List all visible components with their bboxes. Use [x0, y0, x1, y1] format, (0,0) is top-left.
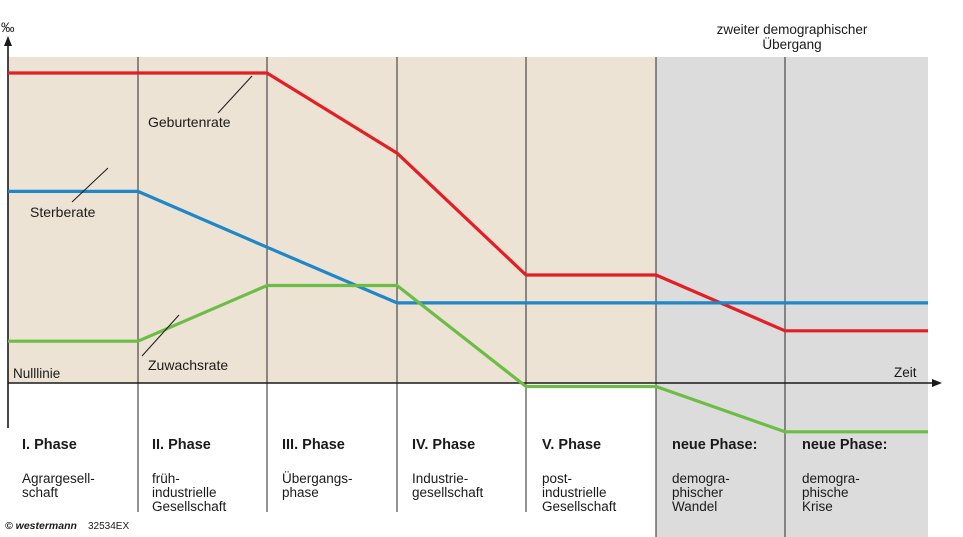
- growth-rate-curve: [8, 283, 928, 434]
- phases-background: [8, 57, 656, 383]
- phase-desc: früh-: [152, 471, 180, 486]
- growth-rate-label: Zuwachsrate: [148, 357, 228, 373]
- y-axis-arrow: [4, 36, 12, 46]
- axes: [4, 36, 942, 428]
- phase-title: III. Phase: [282, 437, 345, 453]
- phase-desc: phase: [282, 485, 319, 500]
- label-leaders: [71, 75, 253, 357]
- phase-desc: post-: [542, 471, 572, 486]
- phase-desc: Übergangs-: [282, 471, 353, 486]
- y-axis-unit-label: ‰: [1, 20, 15, 35]
- phase-desc: phischer: [672, 485, 724, 500]
- phase-title: neue Phase:: [802, 437, 887, 453]
- phase-desc: demogra-: [802, 471, 860, 486]
- phase-title: II. Phase: [152, 437, 211, 453]
- death-rate-curve: [8, 189, 928, 305]
- phase-desc: Gesellschaft: [152, 499, 227, 514]
- phase-title: IV. Phase: [412, 437, 475, 453]
- growth-label-leader: [141, 314, 180, 357]
- phase-desc: Agrargesell-: [22, 471, 95, 486]
- phase-desc: phische: [802, 485, 849, 500]
- phase-title: V. Phase: [542, 437, 601, 453]
- copyright-code: 32534EX: [88, 521, 129, 532]
- zero-line-label: Nulllinie: [13, 366, 60, 381]
- birth-label-leader: [217, 75, 253, 114]
- phase-desc: schaft: [22, 485, 58, 500]
- new-phases-background: [656, 57, 928, 537]
- second-transition-label-line2: Übergang: [762, 37, 821, 52]
- phase-desc: demogra-: [672, 471, 730, 486]
- phase-desc: Krise: [802, 499, 833, 514]
- death-rate-label: Sterberate: [30, 204, 96, 220]
- death-label-leader: [71, 167, 109, 203]
- phase-desc: industrielle: [542, 485, 607, 500]
- phase-title: neue Phase:: [672, 437, 757, 453]
- phase-desc: Wandel: [672, 499, 717, 514]
- phase-desc: industrielle: [152, 485, 217, 500]
- phase-desc: Industrie-: [412, 471, 468, 486]
- phase-labels: I. Phase Agrargesell- schaft II. Phase f…: [22, 437, 887, 514]
- copyright-brand: © westermann: [5, 520, 77, 532]
- x-axis-label: Zeit: [894, 365, 917, 380]
- rate-curves: [8, 71, 928, 434]
- x-axis-arrow: [932, 379, 942, 387]
- phase-title: I. Phase: [22, 437, 77, 453]
- phase-desc: Gesellschaft: [542, 499, 617, 514]
- birth-rate-curve: [8, 71, 928, 333]
- birth-rate-label: Geburtenrate: [148, 114, 231, 130]
- second-transition-label-line1: zweiter demographischer: [717, 22, 868, 37]
- phase-desc: gesellschaft: [412, 485, 484, 500]
